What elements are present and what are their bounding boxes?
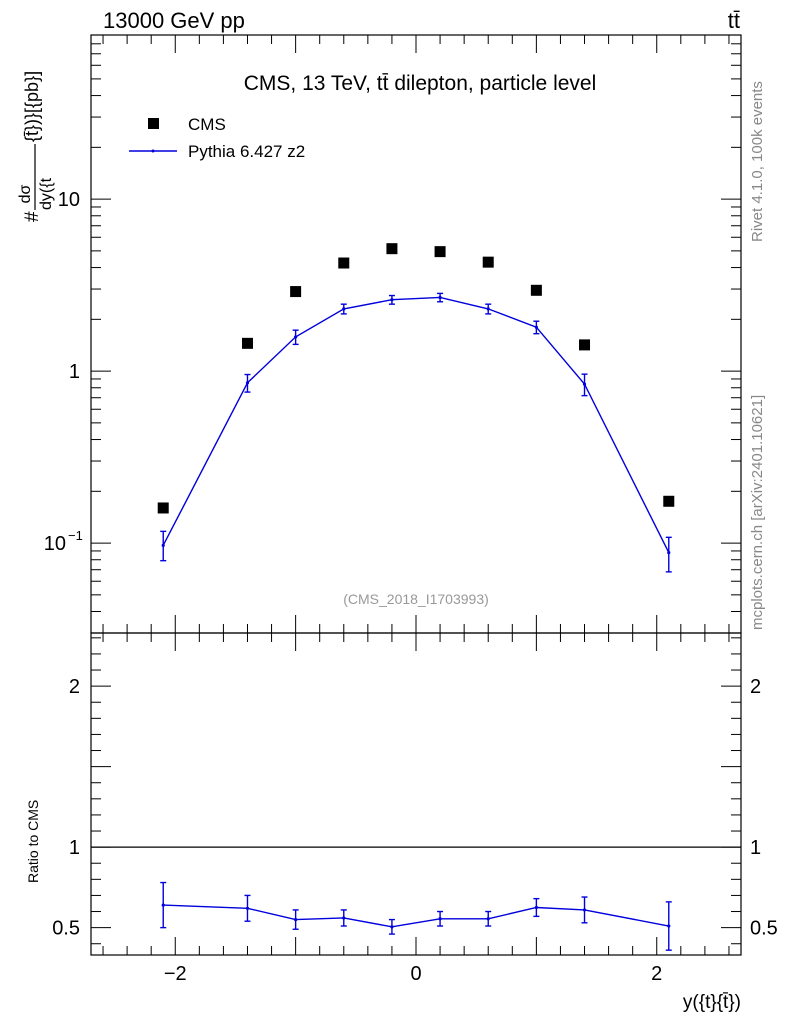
legend: CMS Pythia 6.427 z2 — [129, 115, 305, 161]
pythia-line — [162, 296, 670, 553]
y-axis-label: # dσ dy({t {t̄})}[{pb}] — [17, 71, 55, 222]
analysis-watermark: (CMS_2018_I1703993) — [343, 591, 489, 607]
cms-point — [663, 495, 675, 507]
cms-point — [157, 502, 169, 514]
ratio-tick-label-right: 0.5 — [750, 918, 778, 940]
x-tick-label: 0 — [410, 963, 421, 985]
cms-point — [579, 339, 591, 351]
pythia-ratio-point — [438, 917, 442, 921]
y-label-prefix: # — [22, 211, 43, 222]
pythia-point — [486, 307, 490, 311]
y-tick-label: 10 — [58, 189, 80, 211]
process-label: tt̄ — [728, 8, 740, 33]
pythia-ratio-point — [342, 916, 346, 920]
legend-dot-pythia — [151, 149, 155, 153]
legend-marker-cms — [148, 118, 159, 129]
axis-ticks — [91, 34, 741, 955]
chart-title: CMS, 13 TeV, tt̄ dilepton, particle leve… — [244, 72, 597, 95]
pythia-ratio-point — [486, 917, 490, 921]
pythia-point — [582, 382, 587, 386]
ratio-tick-label-right: 1 — [750, 837, 761, 859]
x-axis-label: y({t}{t̄}) — [683, 992, 741, 1013]
x-tick-label: 2 — [651, 963, 662, 985]
cms-point — [530, 284, 542, 296]
y-tick-label: 1 — [69, 361, 80, 383]
cms-point — [338, 257, 350, 269]
y-label-tail: {t̄})}[{pb}] — [22, 71, 42, 142]
ratio-y-label: Ratio to CMS — [25, 800, 41, 883]
pythia-ratio-point — [390, 925, 394, 929]
pythia-ratio-point — [161, 903, 165, 907]
pythia-point — [294, 335, 298, 339]
pythia-point — [245, 381, 250, 385]
cms-point — [241, 337, 253, 349]
cms-point — [434, 246, 446, 258]
rivet-label: Rivet 4.1.0, 100k events — [749, 81, 766, 242]
pythia-ratio-line — [163, 904, 669, 928]
ratio-tick-label-left: 2 — [69, 676, 80, 698]
pythia-ratio-point — [294, 917, 298, 922]
y-label-numerator: dσ — [17, 184, 34, 203]
ratio-tick-label-left: 0.5 — [52, 918, 80, 940]
x-tick-label: −2 — [164, 963, 187, 985]
mcplots-label: mcplots.cern.ch [arXiv:2401.10621] — [749, 395, 766, 630]
pythia-ratio-point — [245, 906, 250, 910]
data-series — [157, 243, 675, 951]
pythia-point — [342, 307, 346, 311]
legend-label-cms: CMS — [188, 115, 226, 134]
cms-point — [290, 286, 302, 298]
pythia-ratio-point — [582, 908, 587, 912]
y-tick-label: 10 — [44, 533, 66, 555]
pythia-point — [390, 298, 394, 302]
ratio-tick-label-left: 1 — [69, 837, 80, 859]
ratio-tick-label-right: 2 — [750, 676, 761, 698]
pythia-point — [534, 325, 538, 329]
pythia-ratio-point — [534, 905, 538, 910]
cms-point — [482, 256, 494, 268]
energy-label: 13000 GeV pp — [103, 8, 245, 33]
y-tick-exponent: −1 — [68, 528, 83, 543]
legend-label-pythia: Pythia 6.427 z2 — [188, 142, 305, 161]
pythia-point — [161, 543, 165, 547]
y-label-denominator: dy({t — [38, 177, 55, 210]
cms-point — [386, 243, 398, 255]
pythia-point — [667, 551, 671, 555]
pythia-point — [438, 295, 442, 300]
pythia-ratio-point — [667, 924, 671, 928]
